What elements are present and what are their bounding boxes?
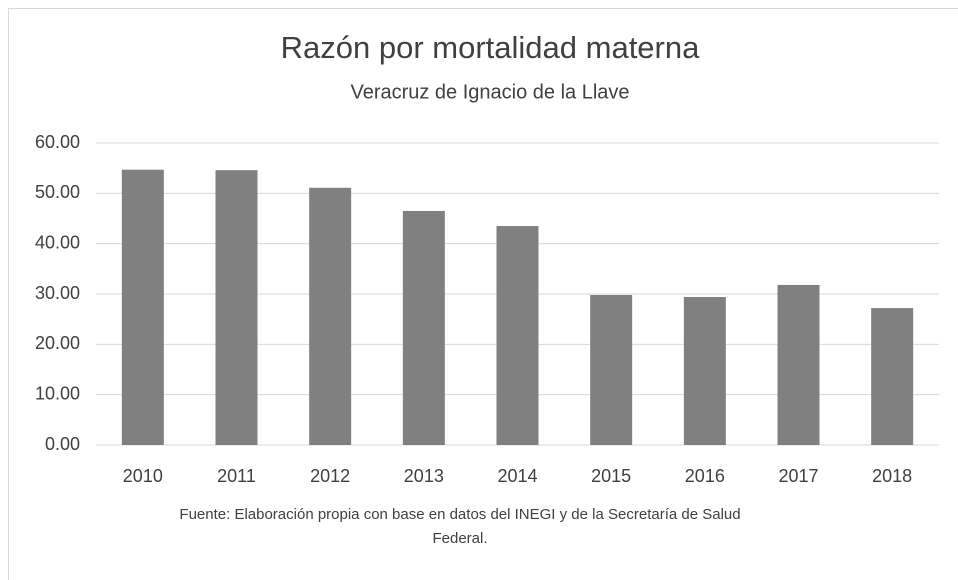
x-tick-label: 2011	[217, 466, 256, 486]
x-tick-label: 2017	[778, 466, 818, 486]
y-tick-label: 30.00	[35, 283, 80, 303]
x-tick-label: 2018	[872, 466, 912, 486]
bar	[121, 169, 164, 445]
bar	[871, 308, 914, 445]
y-tick-label: 50.00	[35, 182, 80, 202]
bar	[309, 187, 352, 445]
x-tick-label: 2013	[404, 466, 444, 486]
x-tick-label: 2015	[591, 466, 631, 486]
chart-subtitle: Veracruz de Ignacio de la Llave	[350, 81, 629, 103]
source-note: Fuente: Elaboración propia con base en d…	[179, 506, 741, 547]
bar	[590, 295, 633, 445]
chart-title: Razón por mortalidad materna	[281, 30, 700, 65]
y-tick-label: 40.00	[35, 232, 80, 252]
y-tick-label: 0.00	[45, 434, 80, 454]
x-tick-label: 2012	[310, 466, 350, 486]
bar	[496, 226, 539, 445]
bar	[215, 170, 258, 445]
x-tick-label: 2014	[497, 466, 537, 486]
chart-frame	[8, 8, 958, 580]
x-tick-label: 2010	[123, 466, 163, 486]
x-tick-label: 2016	[685, 466, 725, 486]
bar	[402, 210, 445, 445]
bar	[683, 297, 726, 445]
y-tick-label: 60.00	[35, 132, 80, 152]
y-tick-label: 10.00	[35, 383, 80, 403]
bar	[777, 284, 820, 445]
y-tick-label: 20.00	[35, 333, 80, 353]
